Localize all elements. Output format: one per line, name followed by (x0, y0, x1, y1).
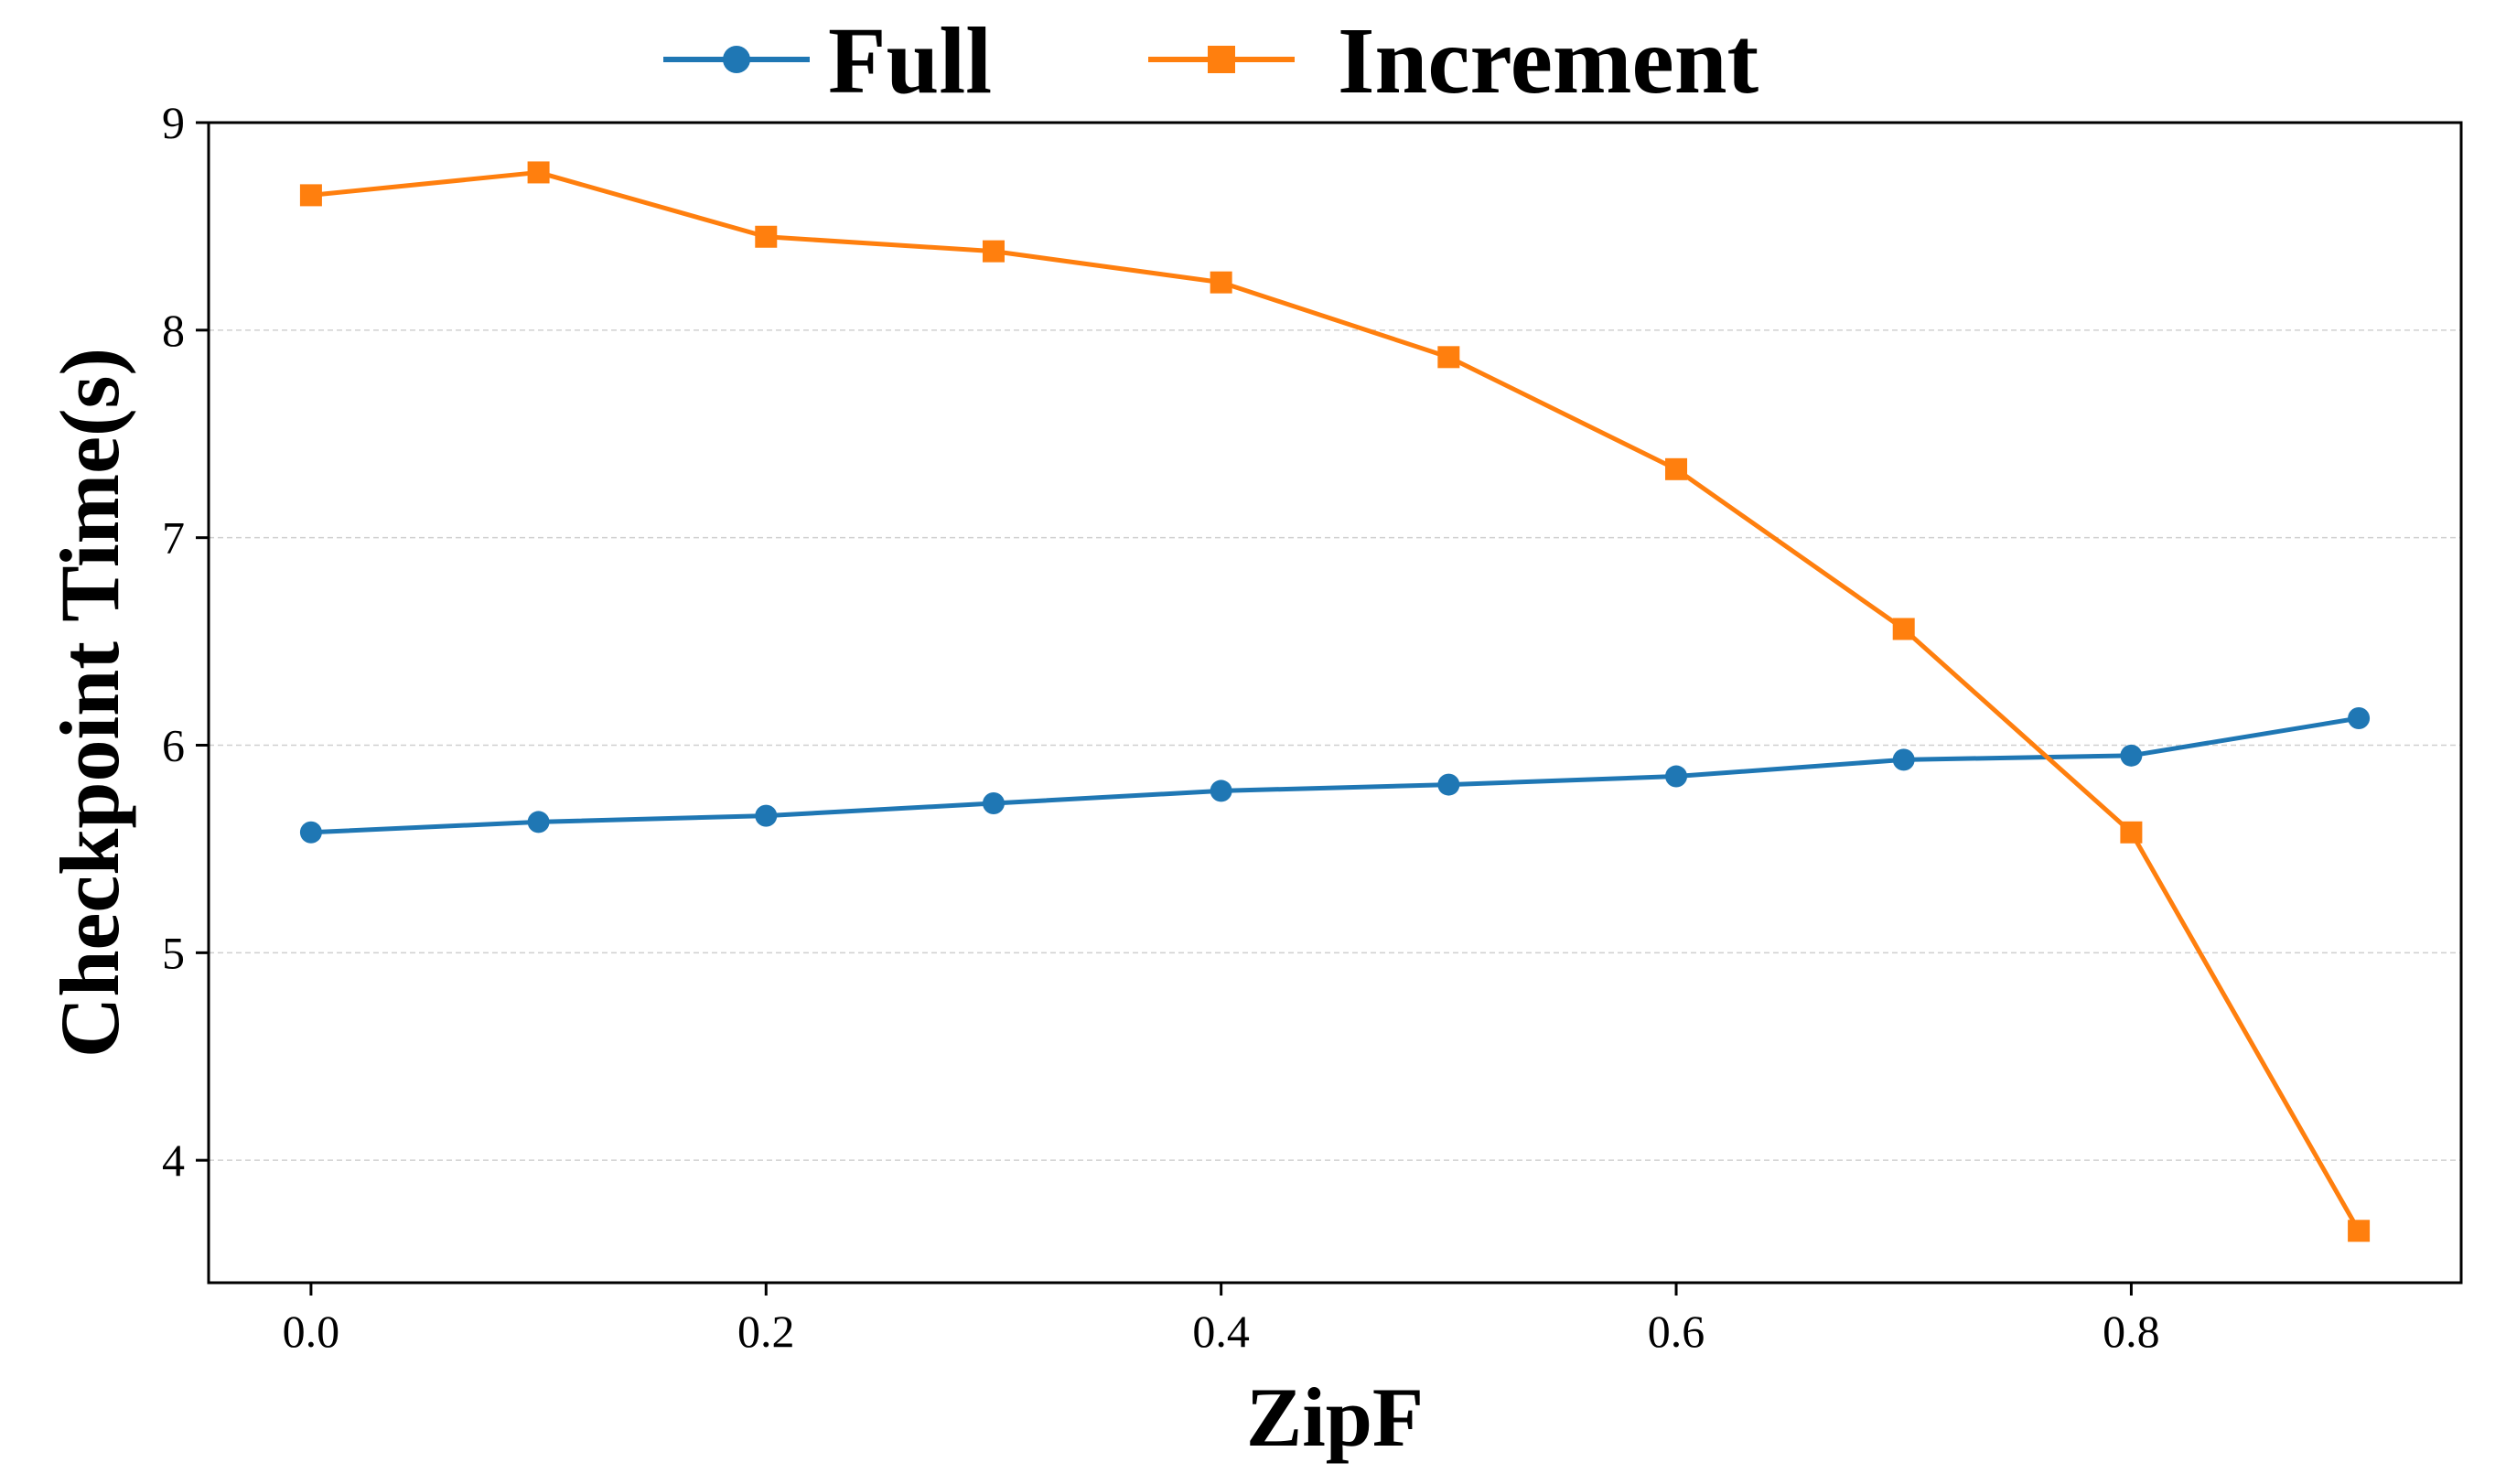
x-tick-label-0.0: 0.0 (283, 1306, 340, 1357)
series-point-increment-0.7 (1892, 618, 1915, 640)
y-tick-label-7: 7 (162, 512, 185, 564)
series-point-full-0.8 (2120, 744, 2143, 767)
y-axis: 4 5 6 7 8 9 (162, 97, 209, 1186)
grid-lines (209, 329, 2461, 1161)
series-point-full-0.1 (527, 811, 550, 833)
series-point-full-0.9 (2348, 707, 2371, 730)
y-tick-label-5: 5 (162, 927, 185, 978)
y-tick-label-4: 4 (162, 1135, 185, 1186)
legend-marker-full (723, 46, 750, 73)
series-point-increment-0.4 (1210, 271, 1232, 294)
series-point-increment-0 (299, 184, 322, 207)
series-point-increment-0.3 (982, 240, 1005, 263)
legend-label-full: Full (828, 8, 992, 113)
y-tick-label-6: 6 (162, 720, 185, 771)
series-point-full-0.7 (1892, 748, 1915, 771)
series-point-full-0.5 (1437, 773, 1460, 796)
x-axis: 0.0 0.2 0.4 0.6 0.8 (283, 1283, 2160, 1357)
legend-marker-increment (1208, 46, 1235, 73)
x-axis-title: ZipF (1246, 1371, 1424, 1464)
series-point-full-0.2 (755, 804, 778, 827)
x-tick-label-0.6: 0.6 (1648, 1306, 1705, 1357)
x-tick-label-0.2: 0.2 (737, 1306, 795, 1357)
series-point-increment-0.2 (755, 225, 778, 248)
y-tick-label-8: 8 (162, 305, 185, 356)
legend-label-increment: Increment (1338, 8, 1759, 113)
y-axis-title: Checkpoint Time(s) (43, 348, 136, 1058)
series-point-full-0 (299, 821, 322, 844)
series-point-increment-0.1 (527, 161, 550, 184)
legend: Full Increment (663, 8, 1759, 113)
series-point-full-0.3 (982, 792, 1005, 815)
x-tick-label-0.8: 0.8 (2103, 1306, 2160, 1357)
series-point-full-0.6 (1665, 765, 1688, 788)
series-line-full (310, 715, 2360, 835)
series-point-increment-0.5 (1437, 346, 1460, 369)
series-line-increment (310, 169, 2361, 1232)
plot-area-frame (207, 121, 2463, 1285)
series-point-full-0.4 (1210, 780, 1232, 802)
x-tick-label-0.4: 0.4 (1192, 1306, 1250, 1357)
y-tick-label-9: 9 (162, 97, 185, 148)
series-layer (299, 161, 2371, 1242)
series-point-increment-0.9 (2348, 1220, 2371, 1242)
series-point-increment-0.6 (1665, 457, 1688, 480)
series-point-increment-0.8 (2120, 821, 2143, 844)
